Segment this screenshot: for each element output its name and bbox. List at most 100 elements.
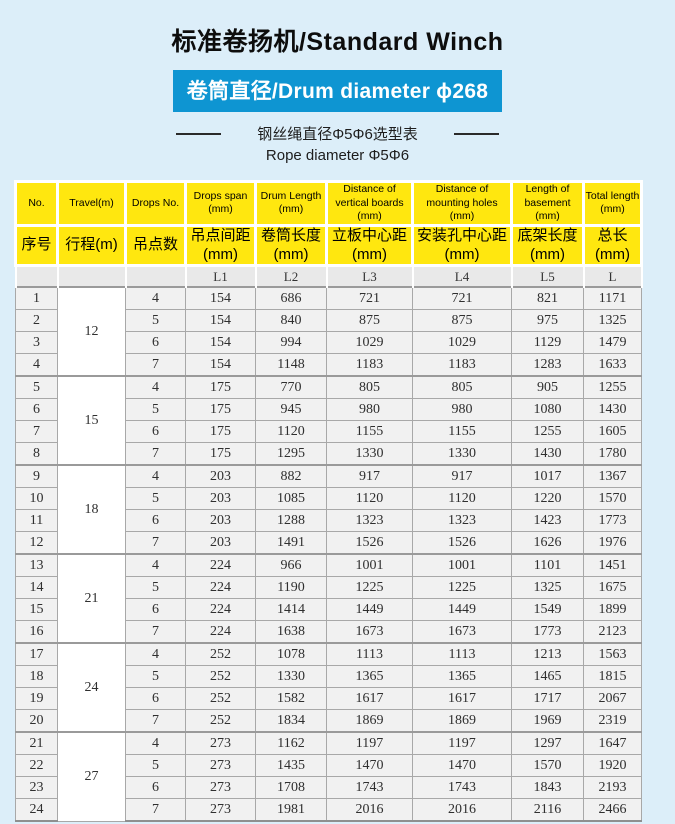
cell-value: 273 — [185, 754, 256, 778]
cell-value: 1148 — [255, 353, 327, 377]
cell-value: 5 — [125, 576, 186, 600]
cell-value: 1869 — [412, 709, 512, 733]
cell-value: 1113 — [326, 642, 413, 667]
cell-no: 1 — [15, 286, 58, 311]
cell-value: 5 — [125, 487, 186, 511]
header-cn-col3: 吊点间距 (mm) — [184, 223, 257, 268]
header-sub-col0 — [14, 265, 59, 288]
cell-value: 1675 — [583, 576, 642, 600]
cell-value: 1673 — [326, 620, 413, 644]
cell-value: 975 — [511, 309, 584, 333]
cell-value: 1283 — [511, 353, 584, 377]
cell-value: 1976 — [583, 531, 642, 555]
cell-value: 1780 — [583, 442, 642, 466]
cell-value: 1120 — [412, 487, 512, 511]
cell-value: 805 — [412, 375, 512, 400]
cell-value: 1549 — [511, 598, 584, 622]
cell-value: 4 — [125, 286, 186, 311]
cell-value: 1773 — [583, 509, 642, 533]
cell-value: 1647 — [583, 731, 642, 756]
header-en-col4: Drum Length (mm) — [254, 180, 328, 227]
cell-value: 1029 — [326, 331, 413, 355]
header-en-col2: Drops No. — [124, 180, 187, 227]
cell-value: 1255 — [583, 375, 642, 400]
cell-no: 4 — [15, 353, 58, 377]
cell-value: 1451 — [583, 553, 642, 578]
cell-no: 21 — [15, 731, 58, 756]
subtitle-en: Rope diameter Φ5Φ6 — [265, 147, 410, 164]
cell-value: 175 — [185, 420, 256, 444]
cell-value: 1078 — [255, 642, 327, 667]
cell-value: 1470 — [412, 754, 512, 778]
cell-value: 1638 — [255, 620, 327, 644]
cell-no: 19 — [15, 687, 58, 711]
cell-value: 1190 — [255, 576, 327, 600]
cell-value: 980 — [326, 398, 413, 422]
cell-no: 12 — [15, 531, 58, 555]
cell-value: 1288 — [255, 509, 327, 533]
cell-value: 7 — [125, 531, 186, 555]
cell-value: 175 — [185, 398, 256, 422]
cell-value: 1626 — [511, 531, 584, 555]
table-row: 5 15 4 175 770 805 805 905 1255 — [15, 375, 642, 466]
cell-value: 1101 — [511, 553, 584, 578]
header-cn-col0: 序号 — [14, 223, 59, 268]
table-row: 13 21 4 224 966 1001 1001 1101 1451 — [15, 553, 642, 644]
table-row: 10 5 203 1085 1120 1120 1220 1570 — [15, 487, 642, 511]
table-row: 16 7 224 1638 1673 1673 1773 2123 — [15, 620, 642, 644]
table-row: 24 7 273 1981 2016 2016 2116 2466 — [15, 798, 642, 823]
cell-value: 1617 — [412, 687, 512, 711]
table-row: 1 12 4 154 686 721 721 821 1171 — [15, 286, 642, 377]
cell-value: 1617 — [326, 687, 413, 711]
cell-value: 203 — [185, 464, 256, 489]
cell-value: 1080 — [511, 398, 584, 422]
cell-value: 1981 — [255, 798, 327, 823]
header-cn-col7: 底架长度 (mm) — [510, 223, 585, 268]
cell-value: 252 — [185, 687, 256, 711]
header-cn-col8: 总长 (mm) — [582, 223, 643, 268]
cell-value: 875 — [326, 309, 413, 333]
cell-no: 18 — [15, 665, 58, 689]
header-en-col8: Total length (mm) — [582, 180, 643, 227]
cell-value: 1325 — [511, 576, 584, 600]
table-row: 15 6 224 1414 1449 1449 1549 1899 — [15, 598, 642, 622]
cell-value: 1330 — [255, 665, 327, 689]
cell-no: 3 — [15, 331, 58, 355]
cell-value: 273 — [185, 798, 256, 823]
cell-value: 1570 — [511, 754, 584, 778]
table-row: 3 6 154 994 1029 1029 1129 1479 — [15, 331, 642, 355]
cell-value: 1120 — [255, 420, 327, 444]
header-sub-col5: L3 — [325, 265, 414, 288]
cell-no: 2 — [15, 309, 58, 333]
cell-value: 1120 — [326, 487, 413, 511]
cell-value: 175 — [185, 375, 256, 400]
cell-value: 905 — [511, 375, 584, 400]
cell-value: 224 — [185, 620, 256, 644]
table-row: 20 7 252 1834 1869 1869 1969 2319 — [15, 709, 642, 733]
cell-value: 1969 — [511, 709, 584, 733]
cell-no: 24 — [15, 798, 58, 823]
subtitle-cn: 钢丝绳直径Φ5Φ6选型表 — [257, 126, 418, 143]
cell-value: 224 — [185, 598, 256, 622]
cell-no: 8 — [15, 442, 58, 466]
cell-value: 154 — [185, 309, 256, 333]
cell-value: 1129 — [511, 331, 584, 355]
cell-value: 945 — [255, 398, 327, 422]
cell-value: 1197 — [326, 731, 413, 756]
header-cn-col1: 行程(m) — [56, 223, 127, 268]
cell-no: 7 — [15, 420, 58, 444]
header-en-col6: Distance of mounting holes (mm) — [411, 180, 513, 227]
cell-value: 6 — [125, 598, 186, 622]
cell-value: 1213 — [511, 642, 584, 667]
cell-value: 203 — [185, 531, 256, 555]
cell-value: 252 — [185, 642, 256, 667]
cell-value: 7 — [125, 709, 186, 733]
cell-travel: 12 — [57, 286, 126, 377]
cell-value: 980 — [412, 398, 512, 422]
cell-value: 2067 — [583, 687, 642, 711]
cell-travel: 21 — [57, 553, 126, 644]
cell-value: 252 — [185, 709, 256, 733]
cell-value: 1197 — [412, 731, 512, 756]
cell-no: 5 — [15, 375, 58, 400]
cell-value: 273 — [185, 731, 256, 756]
